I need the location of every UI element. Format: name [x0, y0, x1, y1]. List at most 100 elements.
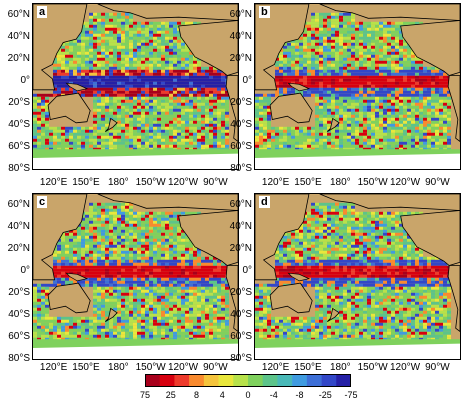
australia-landmass — [269, 282, 313, 314]
lat-tick-label: 0° — [242, 75, 252, 86]
lon-tick-label: 150°W — [135, 362, 166, 373]
asia-landmass — [33, 4, 88, 91]
lat-tick-label: 60°S — [230, 331, 252, 342]
lat-tick-label: 0° — [20, 265, 30, 276]
new-zealand-landmass — [327, 117, 340, 132]
colorbar-tick-label: 8 — [193, 390, 200, 400]
new-zealand-landmass — [105, 307, 118, 322]
lat-tick-label: 60°N — [7, 199, 30, 210]
map-canvas-b — [255, 4, 460, 169]
lon-tick-label: 180° — [107, 362, 129, 373]
alaska-landmass — [97, 4, 238, 21]
map-panel-d: d — [254, 193, 461, 360]
lat-tick-label: 40°S — [230, 119, 252, 130]
colorbar-tick-label: -4 — [269, 390, 278, 400]
lat-tick-label: 20°N — [7, 243, 30, 254]
colorbar-swatch — [218, 374, 234, 386]
lat-tick-label: 40°N — [7, 221, 30, 232]
lat-tick-label: 20°N — [229, 243, 252, 254]
new-zealand-landmass — [327, 307, 340, 322]
panel-label-c: c — [37, 196, 48, 208]
lon-tick-label: 90°W — [425, 362, 450, 373]
new-guinea-landmass — [287, 82, 311, 92]
colorbar-tick-label: -8 — [295, 390, 304, 400]
lon-tick-label: 120°W — [167, 177, 199, 188]
australia-landmass — [47, 92, 91, 124]
new-guinea-landmass — [65, 272, 89, 282]
north-america-landmass — [400, 210, 460, 266]
colorbar-frame — [145, 374, 351, 387]
southern-ocean — [33, 339, 238, 348]
lon-tick-label: 150°W — [357, 362, 388, 373]
lon-tick-label: 90°W — [203, 362, 228, 373]
alaska-landmass — [97, 194, 238, 211]
map-canvas-c — [33, 194, 238, 359]
map-panel-b: b — [254, 3, 461, 170]
colorbar-swatch — [321, 374, 337, 386]
colorbar-tick-label: 75 — [139, 390, 151, 400]
asia-landmass — [33, 194, 88, 281]
panel-label-b: b — [259, 6, 270, 18]
ocean-anomaly-field — [255, 202, 460, 341]
lat-tick-label: 60°S — [8, 141, 30, 152]
colorbar-tick-label: -25 — [318, 390, 332, 400]
lon-tick-label: 120°W — [389, 177, 421, 188]
colorbar-swatch — [306, 374, 322, 386]
lon-tick-label: 120°E — [39, 177, 68, 188]
ocean-anomaly-field — [33, 12, 238, 151]
new-guinea-landmass — [287, 272, 311, 282]
colorbar-swatch — [189, 374, 205, 386]
lon-tick-label: 150°W — [357, 177, 388, 188]
colorbar-swatch — [233, 374, 249, 386]
lon-tick-label: 90°W — [203, 177, 228, 188]
antarctic-ice — [255, 153, 460, 169]
lon-tick-label: 180° — [107, 177, 129, 188]
colorbar — [145, 374, 351, 387]
australia-landmass — [269, 92, 313, 124]
lon-tick-label: 180° — [329, 177, 351, 188]
antarctic-ice — [255, 343, 460, 359]
lon-tick-label: 120°E — [39, 362, 68, 373]
lat-tick-label: 20°N — [7, 53, 30, 64]
australia-landmass — [47, 282, 91, 314]
lon-tick-label: 150°W — [135, 177, 166, 188]
colorbar-tick-label: 4 — [219, 390, 225, 400]
lat-tick-label: 40°S — [230, 309, 252, 320]
lat-tick-label: 20°S — [230, 287, 252, 298]
southern-ocean — [255, 339, 460, 348]
lat-tick-label: 20°S — [230, 97, 252, 108]
lon-tick-label: 150°E — [294, 362, 322, 373]
lon-tick-label: 150°E — [72, 177, 100, 188]
south-america-landmass — [225, 265, 238, 333]
colorbar-tick-label: 0 — [245, 390, 251, 400]
lat-tick-label: 60°N — [229, 199, 252, 210]
new-zealand-landmass — [105, 117, 118, 132]
lat-tick-label: 0° — [20, 75, 30, 86]
lat-tick-label: 0° — [242, 265, 252, 276]
colorbar-swatch — [277, 374, 293, 386]
south-america-landmass — [225, 75, 238, 143]
asia-landmass — [255, 194, 310, 281]
alaska-landmass — [319, 194, 460, 211]
lat-tick-label: 40°N — [7, 31, 30, 42]
map-panel-c: c — [32, 193, 239, 360]
colorbar-swatch — [203, 374, 219, 386]
lon-tick-label: 90°W — [425, 177, 450, 188]
south-america-landmass — [447, 265, 460, 333]
lat-tick-label: 40°N — [229, 31, 252, 42]
ocean-anomaly-field — [33, 202, 238, 341]
panel-label-d: d — [259, 196, 270, 208]
antarctic-ice — [33, 153, 238, 169]
colorbar-swatch — [159, 374, 175, 386]
south-america-landmass — [447, 75, 460, 143]
lat-tick-label: 60°N — [7, 9, 30, 20]
southern-ocean — [255, 149, 460, 158]
lat-tick-label: 20°S — [8, 287, 30, 298]
lat-tick-label: 40°N — [229, 221, 252, 232]
lat-tick-label: 20°S — [8, 97, 30, 108]
lat-tick-label: 60°S — [230, 141, 252, 152]
lat-tick-label: 40°S — [8, 309, 30, 320]
north-america-landmass — [178, 20, 238, 76]
panel-label-a: a — [37, 6, 48, 18]
lon-tick-label: 150°E — [72, 362, 100, 373]
